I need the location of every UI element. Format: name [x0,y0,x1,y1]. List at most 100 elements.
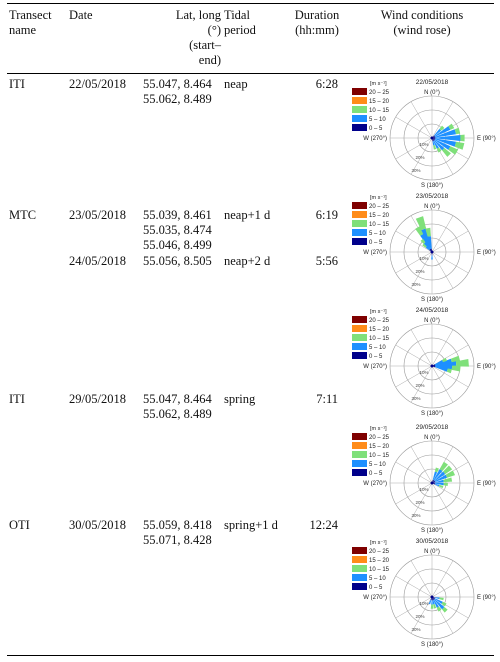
rose-spoke [395,482,433,505]
rose-wedge [432,471,438,480]
rose-wedge [431,255,433,260]
legend-swatch [352,442,367,449]
rose-wedge [415,216,427,231]
legend-unit: [m s⁻¹] [370,81,387,87]
rose-wedge [435,366,448,372]
rose-wedge [433,140,439,149]
rose-wedge [432,600,435,605]
rose-wedge [435,129,457,138]
legend-label: 20 – 25 [369,435,390,441]
row5-transect: OTI [9,518,30,532]
wind-rose-4: [m s⁻¹] 20 – 25 15 – 20 10 – 15 5 – 10 0 – 5 2… [352,424,496,534]
rose-spoke [431,482,454,520]
row2-coord2: 55.035, 8.474 [143,223,212,237]
rose-pct-20: 20% [415,500,424,505]
legend-label: 15 – 20 [369,558,390,564]
rose-wedge [434,128,442,136]
rose-spoke [431,251,469,274]
rose-spoke [410,365,433,403]
rose-wedge [433,599,439,608]
rose-spoke [431,365,454,403]
header-tidal: Tidal period [224,8,256,37]
legend-swatch [352,115,367,122]
rose-spoke [410,137,433,175]
rose-wedge [436,606,442,612]
row2-coord3: 55.046, 8.499 [143,238,212,252]
legend-label: 10 – 15 [369,108,390,114]
rose-spoke [410,560,433,598]
rose-wedge [420,233,431,250]
rose-wedge [432,137,436,139]
rose-pct-20: 20% [415,614,424,619]
rose-wedge [435,479,444,483]
legend-label: 20 – 25 [369,318,390,324]
rose-spoke [410,596,433,634]
wind-rose-5: [m s⁻¹] 20 – 25 15 – 20 10 – 15 5 – 10 0 – 5 3… [352,538,496,648]
rose-spoke [431,230,469,253]
rose-wedge [443,465,453,475]
rose-wedge [428,600,432,605]
rose-wedge [433,469,443,481]
rose-spoke [410,251,433,289]
rose-label-w: W (270°) [363,364,387,370]
legend-label: 5 – 10 [369,576,386,582]
top-rule [7,3,494,4]
rose-spoke [431,329,454,367]
rose-wedge [425,227,431,237]
rose-wedge [439,125,445,131]
rose-pct-10: 10% [419,601,428,606]
legend-swatch [352,583,367,590]
legend-label: 5 – 10 [369,231,386,237]
rose-wedge [434,471,446,482]
rose-wedge [436,147,442,153]
legend-label: 0 – 5 [369,126,383,132]
row2-tidal: neap+1 d [224,208,271,222]
rose-wedge [448,123,455,130]
legend-label: 15 – 20 [369,99,390,105]
rose-wedge [438,484,444,489]
legend-swatch [352,202,367,209]
rose-label-s: S (180°) [421,183,443,189]
rose-wedge [435,135,461,141]
rose-spoke [410,329,433,367]
rose-label-s: S (180°) [421,528,443,534]
rose-wedge [435,597,440,600]
rose-wedge [442,607,448,613]
legend-label: 5 – 10 [369,345,386,351]
rose-wedge [455,358,469,367]
rose-spoke [395,116,433,139]
rose-title: 30/05/2018 [416,538,449,545]
rose-pct-20: 20% [415,155,424,160]
legend-label: 20 – 25 [369,90,390,96]
legend-swatch [352,124,367,131]
rose-wedge [427,236,432,249]
rose-pct-10: 10% [419,256,428,261]
rose-spoke [431,215,454,253]
row4-tidal: spring [224,392,256,406]
rose-label-s: S (180°) [421,411,443,417]
rose-wedge [446,368,452,374]
legend-label: 0 – 5 [369,240,383,246]
rose-wedge [435,358,452,366]
bottom-rule [7,655,494,656]
legend-swatch [352,97,367,104]
rose-spoke [431,482,469,505]
header-transect: Transect name [9,8,52,37]
rose-label-w: W (270°) [363,136,387,142]
rose-wedge [433,145,437,150]
legend-swatch [352,433,367,440]
rose-wedge [420,238,426,244]
row3-tidal: neap+2 d [224,254,271,268]
row4-coord2: 55.062, 8.489 [143,407,212,421]
rose-label-n: N (0°) [424,435,440,441]
legend-unit: [m s⁻¹] [370,195,387,201]
row5-duration: 12:24 [309,518,338,532]
rose-spoke [395,344,433,367]
rose-wedge [435,482,444,486]
rose-spoke [431,365,469,388]
rose-label-e: E (90°) [477,481,496,487]
rose-label-n: N (0°) [424,318,440,324]
rose-wedge [434,599,445,610]
rose-wedge [434,139,451,150]
legend-label: 0 – 5 [369,585,383,591]
